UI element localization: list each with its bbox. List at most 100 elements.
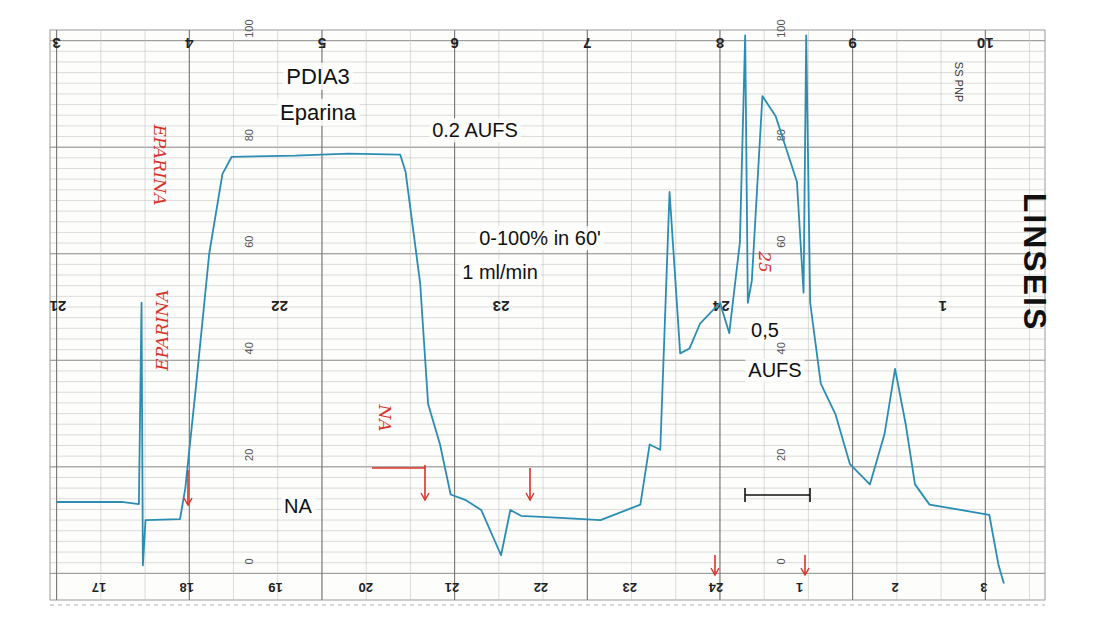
minor-grid-line: [50, 200, 1045, 201]
minor-grid-line: [631, 30, 632, 600]
bottom-tick-label: 23: [623, 580, 637, 595]
y-tick-label: 80: [243, 129, 255, 141]
title: PDIA3: [286, 64, 350, 89]
minor-grid-line: [896, 30, 897, 600]
x-tick-label: 10: [977, 35, 994, 52]
minor-grid-line: [50, 93, 1045, 94]
minor-grid-line: [852, 30, 853, 600]
label-patch: [281, 494, 315, 518]
subtitle: Eparina: [280, 100, 357, 125]
bottom-tick-label: 22: [534, 580, 548, 595]
minor-grid-line: [50, 477, 1045, 478]
mid-tick-label: 22: [271, 298, 288, 315]
x-tick-label: 6: [450, 35, 458, 52]
grid-line: [50, 466, 1045, 467]
minor-grid-line: [50, 520, 1045, 521]
bottom-tick-label: 24: [708, 580, 723, 595]
minor-grid-line: [50, 328, 1045, 329]
x-tick-label: 5: [318, 35, 326, 52]
minor-grid-line: [50, 317, 1045, 318]
minor-grid-line: [50, 402, 1045, 403]
grid-line: [50, 253, 1045, 254]
handwritten-note: EPARINA: [150, 123, 170, 205]
grid-line: [50, 573, 1045, 574]
event-arrow: [526, 493, 534, 500]
y-tick-label: 60: [243, 236, 255, 248]
minor-grid-line: [50, 392, 1045, 393]
minor-grid-line: [145, 30, 146, 600]
minor-grid-line: [50, 413, 1045, 414]
paper-frame: [50, 30, 1045, 600]
minor-grid-line: [50, 40, 1045, 41]
event-marker: [372, 467, 425, 468]
minor-grid-line: [50, 285, 1045, 286]
x-tick-label: 8: [716, 35, 724, 52]
x-tick-label: 3: [52, 35, 60, 52]
label-patch: [748, 318, 782, 342]
minor-grid-line: [50, 115, 1045, 116]
y-tick-label: 40: [775, 342, 787, 354]
brand: LINSEIS: [1017, 193, 1053, 331]
grid: [50, 30, 1045, 600]
y-tick-label: 20: [775, 449, 787, 461]
mid-tick-label: 21: [50, 298, 67, 315]
x-tick-label: 7: [583, 35, 591, 52]
minor-grid-line: [50, 157, 1045, 158]
annotation: 1 ml/min: [462, 261, 538, 283]
bottom-tick-label: 1: [796, 580, 803, 595]
bottom-tick-label: 2: [891, 580, 898, 595]
event-marker: [187, 470, 189, 505]
perforation: [50, 605, 1045, 606]
annotation: NA: [284, 495, 312, 517]
label-patch: [476, 226, 604, 250]
minor-grid-line: [50, 488, 1045, 489]
grid-line: [852, 30, 853, 600]
chromatogram: 3456789100204060801000204060801002122232…: [0, 0, 1110, 627]
mid-tick-label: 1: [939, 298, 947, 315]
grid-line: [454, 30, 455, 600]
minor-grid-line: [366, 30, 367, 600]
y-tick-label: 100: [243, 19, 255, 37]
minor-grid-line: [50, 498, 1045, 499]
grid-line: [50, 147, 1045, 148]
grid-line: [189, 30, 190, 600]
label-patch: [283, 63, 353, 90]
event-arrow: [711, 568, 719, 575]
minor-grid-line: [50, 125, 1045, 126]
minor-grid-line: [50, 466, 1045, 467]
minor-grid-line: [50, 456, 1045, 457]
event-marker: [804, 555, 806, 575]
minor-grid-line: [50, 381, 1045, 382]
annotation: 0-100% in 60': [479, 227, 601, 249]
event-arrow: [184, 498, 192, 505]
minor-grid-line: [764, 30, 765, 600]
minor-grid-line: [50, 509, 1045, 510]
y-tick-label: 0: [243, 558, 255, 564]
label-patch: [429, 118, 521, 142]
label-patch: [277, 99, 360, 126]
minor-grid-line: [50, 211, 1045, 212]
x-tick-label: 9: [848, 35, 856, 52]
minor-grid-line: [50, 253, 1045, 254]
minor-grid-line: [50, 83, 1045, 84]
bottom-tick-label: 3: [980, 580, 987, 595]
minor-grid-line: [50, 221, 1045, 222]
bracket: [745, 488, 810, 502]
event-marker: [424, 465, 426, 500]
minor-grid-line: [189, 30, 190, 600]
minor-grid-line: [100, 30, 101, 600]
minor-grid-line: [543, 30, 544, 600]
minor-grid-line: [50, 434, 1045, 435]
event-marker: [714, 555, 716, 575]
minor-grid-line: [50, 264, 1045, 265]
minor-grid-line: [587, 30, 588, 600]
minor-grid-line: [233, 30, 234, 600]
y-tick-label: 40: [243, 342, 255, 354]
annotation: 0.2 AUFS: [432, 119, 518, 141]
label-patch: [459, 260, 541, 284]
minor-grid-line: [50, 189, 1045, 190]
minor-grid-line: [50, 136, 1045, 137]
mid-tick-label: 23: [493, 298, 510, 315]
y-tick-label: 20: [243, 449, 255, 461]
minor-grid-line: [50, 424, 1045, 425]
